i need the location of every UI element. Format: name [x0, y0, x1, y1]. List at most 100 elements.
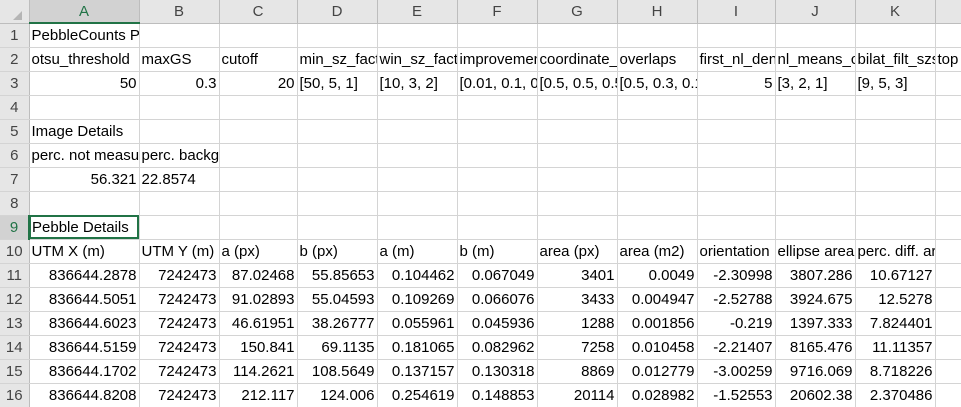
cell-j10[interactable]: ellipse area: [775, 239, 856, 264]
cell-l15[interactable]: [935, 359, 961, 384]
column-header-i[interactable]: I: [697, 0, 776, 24]
row-header-10[interactable]: 10: [0, 239, 30, 264]
cell-j2[interactable]: nl_means_chroma_filts: [775, 47, 856, 72]
cell-j3[interactable]: [3, 2, 1]: [775, 71, 856, 96]
cell-g7[interactable]: [537, 167, 618, 192]
cell-g10[interactable]: area (px): [537, 239, 618, 264]
cell-a2[interactable]: otsu_threshold: [29, 47, 140, 72]
cell-i2[interactable]: first_nl_denoise: [697, 47, 776, 72]
cell-i7[interactable]: [697, 167, 776, 192]
cell-h2[interactable]: overlaps: [617, 47, 698, 72]
cell-h4[interactable]: [617, 95, 698, 120]
cell-k9[interactable]: [855, 215, 936, 240]
cell-d13[interactable]: 38.26777: [297, 311, 378, 336]
cell-e7[interactable]: [377, 167, 458, 192]
cell-g14[interactable]: 7258: [537, 335, 618, 360]
cell-b16[interactable]: 7242473: [139, 383, 220, 407]
cell-k3[interactable]: [9, 5, 3]: [855, 71, 936, 96]
cell-e16[interactable]: 0.254619: [377, 383, 458, 407]
cell-h14[interactable]: 0.010458: [617, 335, 698, 360]
cell-k11[interactable]: 10.67127: [855, 263, 936, 288]
row-header-14[interactable]: 14: [0, 335, 30, 360]
cell-k13[interactable]: 7.824401: [855, 311, 936, 336]
cell-c10[interactable]: a (px): [219, 239, 298, 264]
cell-i10[interactable]: orientation: [697, 239, 776, 264]
cell-d2[interactable]: min_sz_factors: [297, 47, 378, 72]
cell-k12[interactable]: 12.5278: [855, 287, 936, 312]
cell-i9[interactable]: [697, 215, 776, 240]
cell-l4[interactable]: [935, 95, 961, 120]
cell-j12[interactable]: 3924.675: [775, 287, 856, 312]
cell-b3[interactable]: 0.3: [139, 71, 220, 96]
cell-d5[interactable]: [297, 119, 378, 144]
row-header-11[interactable]: 11: [0, 263, 30, 288]
cell-b11[interactable]: 7242473: [139, 263, 220, 288]
cell-l14[interactable]: [935, 335, 961, 360]
cell-g12[interactable]: 3433: [537, 287, 618, 312]
cell-l3[interactable]: [935, 71, 961, 96]
cell-k7[interactable]: [855, 167, 936, 192]
cell-c5[interactable]: [219, 119, 298, 144]
cell-a6[interactable]: perc. not measured: [29, 143, 140, 168]
cell-k1[interactable]: [855, 23, 936, 48]
cell-e1[interactable]: [377, 23, 458, 48]
cell-l13[interactable]: [935, 311, 961, 336]
cell-e5[interactable]: [377, 119, 458, 144]
cell-i5[interactable]: [697, 119, 776, 144]
cell-g5[interactable]: [537, 119, 618, 144]
cell-f15[interactable]: 0.130318: [457, 359, 538, 384]
column-header-a[interactable]: A: [29, 0, 140, 24]
cell-a1[interactable]: PebbleCounts Parameters: [29, 23, 140, 48]
cell-c4[interactable]: [219, 95, 298, 120]
cell-h5[interactable]: [617, 119, 698, 144]
cell-f13[interactable]: 0.045936: [457, 311, 538, 336]
cell-f11[interactable]: 0.067049: [457, 263, 538, 288]
row-header-7[interactable]: 7: [0, 167, 30, 192]
cell-c16[interactable]: 212.117: [219, 383, 298, 407]
cell-j16[interactable]: 20602.38: [775, 383, 856, 407]
cell-e9[interactable]: [377, 215, 458, 240]
cell-g16[interactable]: 20114: [537, 383, 618, 407]
cell-h16[interactable]: 0.028982: [617, 383, 698, 407]
cell-e15[interactable]: 0.137157: [377, 359, 458, 384]
cell-c8[interactable]: [219, 191, 298, 216]
row-header-13[interactable]: 13: [0, 311, 30, 336]
cell-g8[interactable]: [537, 191, 618, 216]
row-header-16[interactable]: 16: [0, 383, 30, 407]
cell-f5[interactable]: [457, 119, 538, 144]
cell-i4[interactable]: [697, 95, 776, 120]
cell-h1[interactable]: [617, 23, 698, 48]
cell-g13[interactable]: 1288: [537, 311, 618, 336]
cell-b13[interactable]: 7242473: [139, 311, 220, 336]
cell-c12[interactable]: 91.02893: [219, 287, 298, 312]
cell-h10[interactable]: area (m2): [617, 239, 698, 264]
cell-d4[interactable]: [297, 95, 378, 120]
cell-b7[interactable]: 22.8574: [139, 167, 220, 192]
cell-c11[interactable]: 87.02468: [219, 263, 298, 288]
cell-h11[interactable]: 0.0049: [617, 263, 698, 288]
column-header-f[interactable]: F: [457, 0, 538, 24]
cell-f1[interactable]: [457, 23, 538, 48]
cell-a15[interactable]: 836644.1702: [29, 359, 140, 384]
cell-c14[interactable]: 150.841: [219, 335, 298, 360]
cell-i12[interactable]: -2.52788: [697, 287, 776, 312]
cell-c15[interactable]: 114.2621: [219, 359, 298, 384]
cell-j9[interactable]: [775, 215, 856, 240]
cell-d14[interactable]: 69.1135: [297, 335, 378, 360]
cell-b9[interactable]: [139, 215, 220, 240]
column-header-c[interactable]: C: [219, 0, 298, 24]
row-header-9[interactable]: 9: [0, 215, 30, 240]
cell-a14[interactable]: 836644.5159: [29, 335, 140, 360]
cell-a13[interactable]: 836644.6023: [29, 311, 140, 336]
cell-j15[interactable]: 9716.069: [775, 359, 856, 384]
cell-i15[interactable]: -3.00259: [697, 359, 776, 384]
cell-k10[interactable]: perc. diff. area: [855, 239, 936, 264]
row-header-4[interactable]: 4: [0, 95, 30, 120]
cell-g4[interactable]: [537, 95, 618, 120]
cell-e4[interactable]: [377, 95, 458, 120]
cell-l10[interactable]: [935, 239, 961, 264]
cell-i1[interactable]: [697, 23, 776, 48]
cell-j7[interactable]: [775, 167, 856, 192]
cell-c6[interactable]: [219, 143, 298, 168]
